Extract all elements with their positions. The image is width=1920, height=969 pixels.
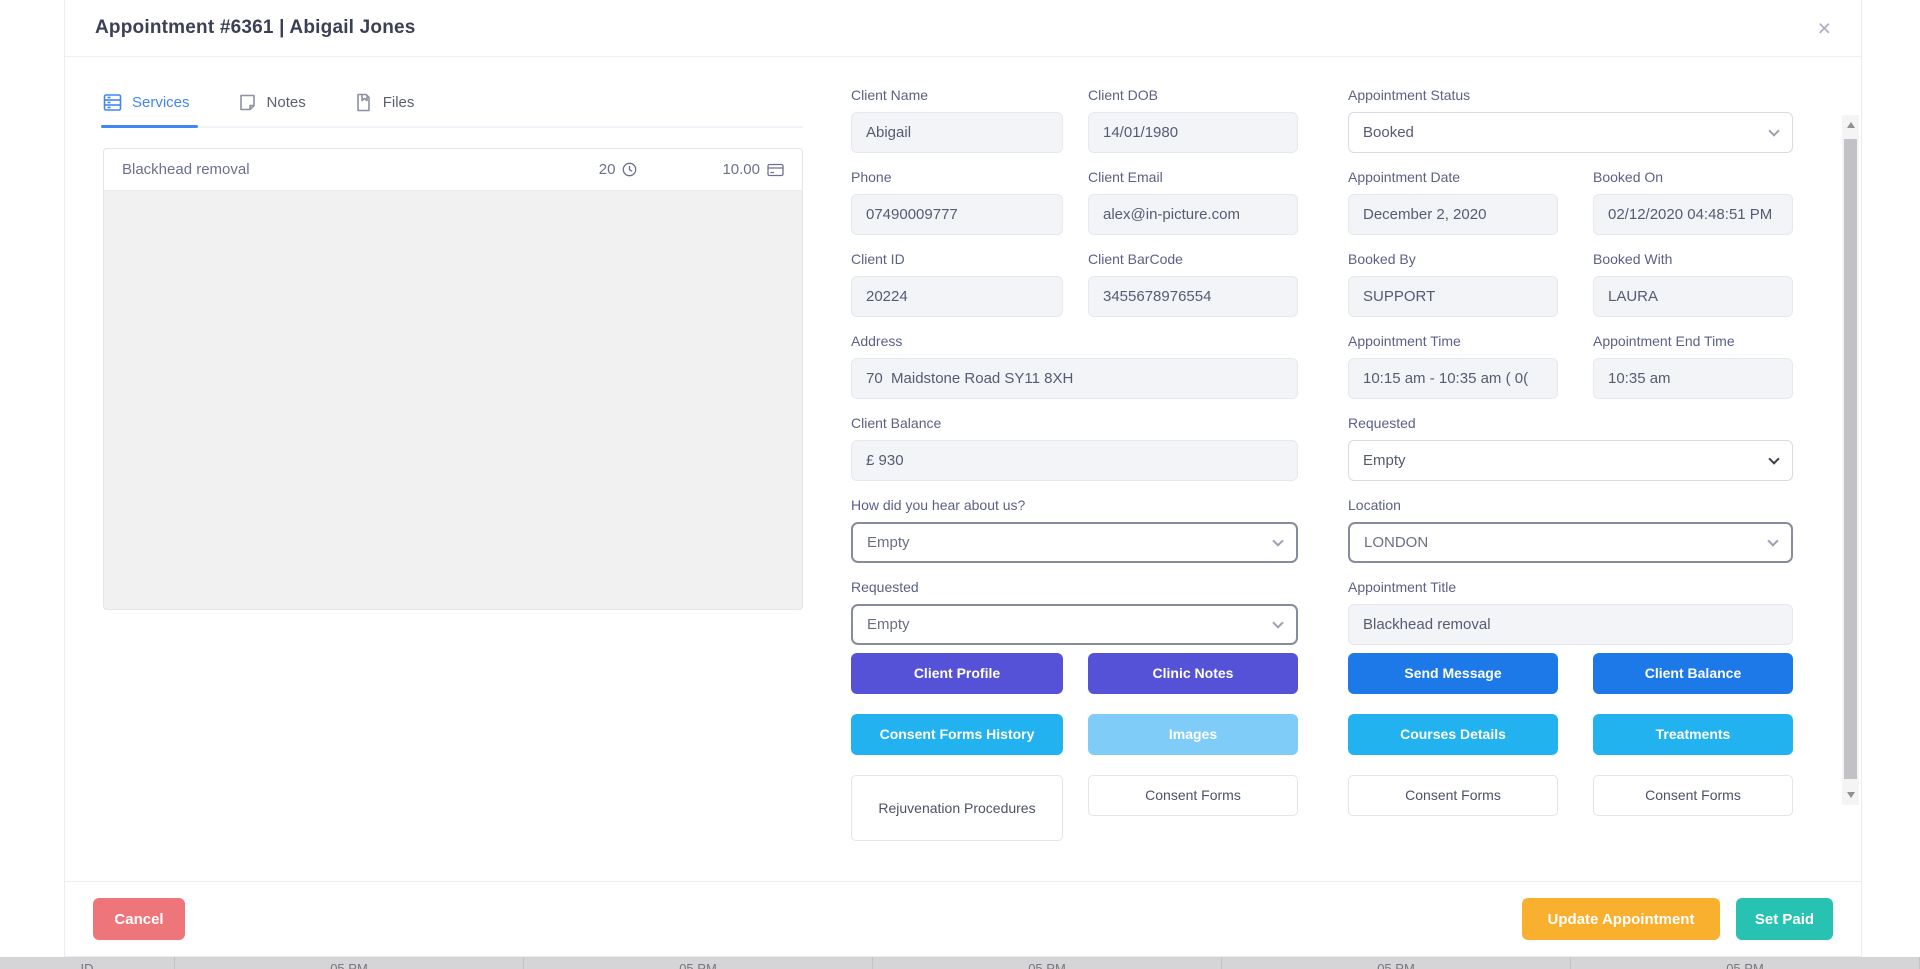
- modal-header: Appointment #6361 | Abigail Jones ×: [65, 0, 1861, 57]
- client-dob-input: 14/01/1980: [1088, 112, 1298, 153]
- field-appointment-date: Appointment Date December 2, 2020: [1348, 169, 1558, 235]
- field-client-name: Client Name Abigail: [851, 87, 1063, 153]
- field-hear-about: How did you hear about us? Empty: [851, 497, 1298, 563]
- requested-dropdown[interactable]: Empty: [851, 604, 1298, 645]
- appointment-end-time-input: 10:35 am: [1593, 358, 1793, 399]
- consent-forms-button[interactable]: Consent Forms: [1593, 775, 1793, 816]
- background-strip-cell: 05 PM: [175, 957, 524, 969]
- field-client-dob: Client DOB 14/01/1980: [1088, 87, 1298, 153]
- booked-by-input: SUPPORT: [1348, 276, 1558, 317]
- clinic-notes-button[interactable]: Clinic Notes: [1088, 653, 1298, 694]
- background-strip-cell: 05 PM: [524, 957, 873, 969]
- hear-about-dropdown[interactable]: Empty: [851, 522, 1298, 563]
- field-client-email: Client Email alex@in-picture.com: [1088, 169, 1298, 235]
- tab-notes-label: Notes: [266, 94, 306, 111]
- client-barcode-input: 3455678976554: [1088, 276, 1298, 317]
- chevron-down-icon: [1768, 124, 1780, 137]
- background-strip-cell: 05 PM: [1571, 957, 1920, 969]
- client-balance-input: £ 930: [851, 440, 1298, 481]
- update-appointment-button[interactable]: Update Appointment: [1522, 898, 1720, 940]
- send-message-button[interactable]: Send Message: [1348, 653, 1558, 694]
- left-pane: Services Notes Fil: [101, 93, 803, 610]
- appointment-status-dropdown[interactable]: Booked: [1348, 112, 1793, 153]
- field-phone: Phone 07490009777: [851, 169, 1063, 235]
- courses-details-button[interactable]: Courses Details: [1348, 714, 1558, 755]
- client-name-input: Abigail: [851, 112, 1063, 153]
- set-paid-button[interactable]: Set Paid: [1736, 898, 1833, 940]
- field-client-balance: Client Balance £ 930: [851, 415, 1298, 481]
- modal-body: Services Notes Fil: [65, 57, 1861, 881]
- appointment-date-input: December 2, 2020: [1348, 194, 1558, 235]
- background-strip-cell: 05 PM: [873, 957, 1222, 969]
- field-requested-dropdown: Requested Empty: [851, 579, 1298, 645]
- scrollbar-thumb[interactable]: [1844, 139, 1857, 779]
- appointment-title-input[interactable]: Blackhead removal: [1348, 604, 1793, 645]
- tab-files-label: Files: [382, 94, 415, 111]
- services-list: Blackhead removal 20 10.00: [103, 148, 803, 610]
- cancel-button[interactable]: Cancel: [93, 898, 185, 940]
- tab-bar: Services Notes Fil: [101, 93, 803, 128]
- close-icon[interactable]: ×: [1817, 14, 1831, 41]
- background-calendar-strip: ID 05 PM 05 PM 05 PM 05 PM 05 PM: [0, 957, 1920, 969]
- tab-services-label: Services: [132, 94, 190, 111]
- chevron-down-icon: [1272, 616, 1284, 629]
- consent-forms-button[interactable]: Consent Forms: [1348, 775, 1558, 816]
- chevron-down-icon: [1272, 534, 1284, 547]
- service-duration: 20: [598, 161, 616, 178]
- modal-title: Appointment #6361 | Abigail Jones: [95, 17, 416, 38]
- service-row[interactable]: Blackhead removal 20 10.00: [104, 149, 802, 191]
- payment-card-icon: [767, 163, 784, 177]
- field-location: Location LONDON: [1348, 497, 1793, 563]
- field-booked-by: Booked By SUPPORT: [1348, 251, 1558, 317]
- field-booked-with: Booked With LAURA: [1593, 251, 1793, 317]
- rejuvenation-procedures-button[interactable]: Rejuvenation Procedures: [851, 775, 1063, 841]
- field-booked-on: Booked On 02/12/2020 04:48:51 PM: [1593, 169, 1793, 235]
- chevron-down-icon: [1767, 534, 1779, 547]
- field-client-barcode: Client BarCode 3455678976554: [1088, 251, 1298, 317]
- tab-files[interactable]: Files: [354, 93, 415, 112]
- modal-footer: Cancel Update Appointment Set Paid: [65, 881, 1861, 956]
- appointment-modal: Appointment #6361 | Abigail Jones × Serv…: [64, 0, 1862, 957]
- client-id-input: 20224: [851, 276, 1063, 317]
- field-client-id: Client ID 20224: [851, 251, 1063, 317]
- tab-notes[interactable]: Notes: [238, 93, 306, 112]
- address-input: 70 Maidstone Road SY11 8XH: [851, 358, 1298, 399]
- images-button[interactable]: Images: [1088, 714, 1298, 755]
- client-email-input: alex@in-picture.com: [1088, 194, 1298, 235]
- service-name: Blackhead removal: [122, 161, 250, 178]
- field-appointment-end-time: Appointment End Time 10:35 am: [1593, 333, 1793, 399]
- field-requested-select: Requested Empty: [1348, 415, 1793, 481]
- scroll-down-arrow-icon[interactable]: [1842, 787, 1859, 803]
- background-strip-cell: ID: [0, 957, 175, 969]
- location-dropdown[interactable]: LONDON: [1348, 522, 1793, 563]
- tab-services[interactable]: Services: [101, 93, 198, 128]
- field-appointment-status: Appointment Status Booked: [1348, 87, 1793, 153]
- phone-input: 07490009777: [851, 194, 1063, 235]
- booked-with-input: LAURA: [1593, 276, 1793, 317]
- field-appointment-title: Appointment Title Blackhead removal: [1348, 579, 1793, 645]
- service-price: 10.00: [722, 161, 760, 178]
- consent-forms-history-button[interactable]: Consent Forms History: [851, 714, 1063, 755]
- vertical-scrollbar[interactable]: [1842, 115, 1859, 805]
- file-icon: [354, 93, 373, 112]
- booked-on-input: 02/12/2020 04:48:51 PM: [1593, 194, 1793, 235]
- appointment-form: Client Name Abigail Client DOB 14/01/198…: [851, 87, 1793, 861]
- background-strip-cell: 05 PM: [1222, 957, 1571, 969]
- chevron-down-icon: [1768, 452, 1780, 465]
- field-appointment-time: Appointment Time 10:15 am - 10:35 am ( 0…: [1348, 333, 1558, 399]
- scroll-up-arrow-icon[interactable]: [1842, 117, 1859, 133]
- client-profile-button[interactable]: Client Profile: [851, 653, 1063, 694]
- requested-select[interactable]: Empty: [1348, 440, 1793, 481]
- services-list-icon: [103, 93, 122, 112]
- clock-icon: [622, 162, 637, 177]
- field-address: Address 70 Maidstone Road SY11 8XH: [851, 333, 1298, 399]
- client-balance-button[interactable]: Client Balance: [1593, 653, 1793, 694]
- appointment-time-input: 10:15 am - 10:35 am ( 0(: [1348, 358, 1558, 399]
- treatments-button[interactable]: Treatments: [1593, 714, 1793, 755]
- note-icon: [238, 93, 257, 112]
- consent-forms-button[interactable]: Consent Forms: [1088, 775, 1298, 816]
